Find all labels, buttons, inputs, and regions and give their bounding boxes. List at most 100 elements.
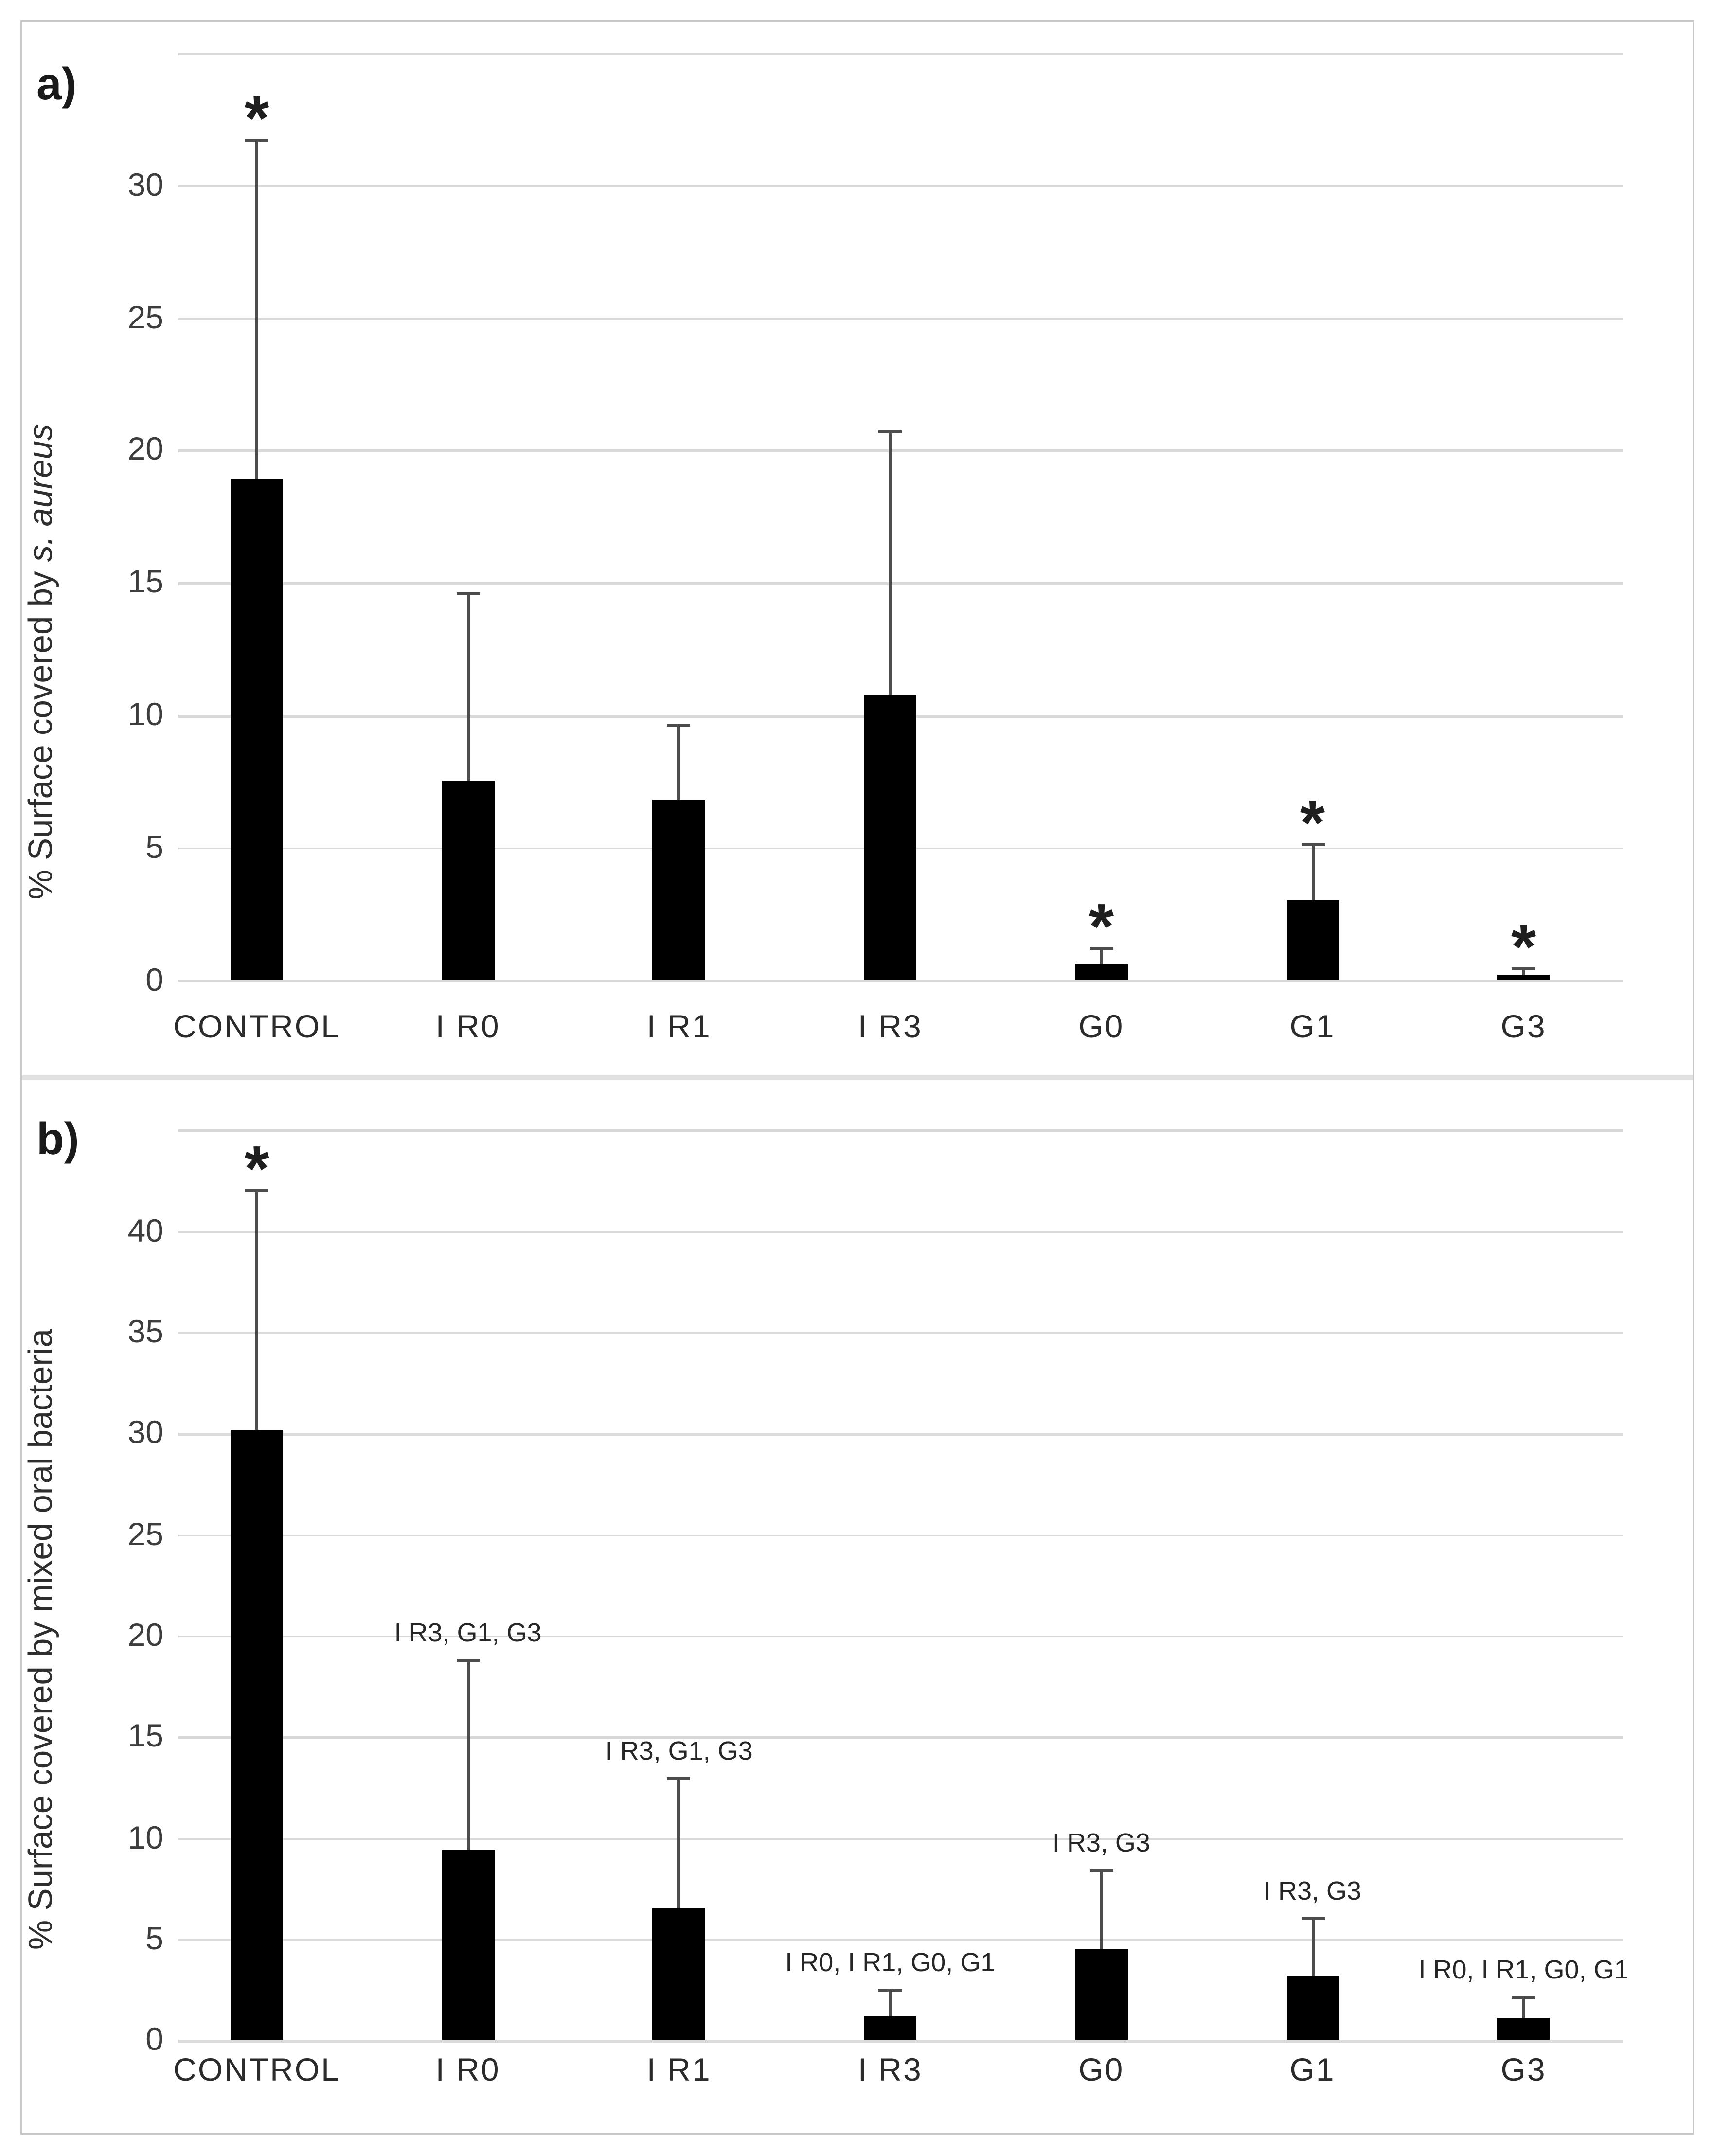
gridline bbox=[178, 1433, 1623, 1436]
error-cap bbox=[1301, 1917, 1324, 1921]
comparison-annotation: I R0, I R1, G0, G1 bbox=[785, 1947, 996, 1977]
error-cap bbox=[1089, 1869, 1113, 1872]
significance-asterisk: * bbox=[1088, 891, 1114, 963]
error-bar bbox=[889, 1989, 892, 2016]
bar bbox=[231, 479, 283, 980]
error-cap bbox=[456, 591, 480, 595]
gridline bbox=[178, 53, 1623, 55]
bar bbox=[1286, 1975, 1339, 2040]
figure-border bbox=[20, 20, 1694, 2135]
x-tick-label: I R1 bbox=[646, 1008, 712, 1045]
x-tick-label: G0 bbox=[1078, 2051, 1124, 2088]
error-bar bbox=[466, 593, 470, 782]
error-cap bbox=[667, 724, 691, 727]
y-tick-label: 10 bbox=[127, 1818, 163, 1855]
y-tick-label: 20 bbox=[127, 431, 163, 468]
error-bar bbox=[678, 1779, 681, 1909]
gridline bbox=[178, 450, 1623, 452]
error-cap bbox=[1512, 968, 1535, 971]
y-tick-label: 20 bbox=[127, 1616, 163, 1653]
error-bar bbox=[1311, 845, 1314, 901]
gridline bbox=[178, 1332, 1623, 1335]
gridline bbox=[178, 1736, 1623, 1739]
panel-b-label: b) bbox=[36, 1113, 79, 1164]
y-tick-label: 30 bbox=[127, 166, 163, 203]
y-tick-label: 5 bbox=[145, 828, 163, 865]
x-tick-label: G1 bbox=[1289, 1008, 1336, 1045]
y-tick-label: 5 bbox=[145, 1920, 163, 1957]
x-tick-label: I R0 bbox=[435, 1008, 500, 1045]
significance-asterisk: * bbox=[1300, 788, 1325, 860]
x-tick-label: G3 bbox=[1500, 2051, 1547, 2088]
bar bbox=[442, 781, 495, 980]
bar bbox=[1286, 900, 1339, 980]
bar bbox=[864, 694, 917, 980]
bar bbox=[442, 1850, 495, 2040]
gridline bbox=[178, 1635, 1623, 1638]
error-bar bbox=[1311, 1919, 1314, 1976]
bar bbox=[864, 2015, 917, 2040]
comparison-annotation: I R3, G3 bbox=[1052, 1828, 1150, 1857]
bar bbox=[1497, 975, 1550, 980]
x-tick-label: G3 bbox=[1500, 1008, 1547, 1045]
x-tick-label: I R3 bbox=[857, 2051, 923, 2088]
y-tick-label: 25 bbox=[127, 1515, 163, 1552]
panel-a-label: a) bbox=[36, 58, 77, 109]
y-tick-label: 30 bbox=[127, 1414, 163, 1451]
gridline bbox=[178, 317, 1623, 320]
gridline bbox=[178, 1939, 1623, 1942]
comparison-annotation: I R0, I R1, G0, G1 bbox=[1418, 1955, 1629, 1985]
significance-asterisk: * bbox=[1511, 912, 1536, 984]
y-tick-label: 25 bbox=[127, 298, 163, 335]
comparison-annotation: I R3, G1, G3 bbox=[394, 1617, 542, 1647]
comparison-annotation: I R3, G1, G3 bbox=[605, 1737, 753, 1766]
y-tick-label: 35 bbox=[127, 1313, 163, 1350]
bar bbox=[1497, 2018, 1550, 2040]
significance-asterisk: * bbox=[244, 83, 269, 155]
error-bar bbox=[678, 725, 681, 800]
bar bbox=[653, 800, 706, 980]
x-tick-label: G0 bbox=[1078, 1008, 1124, 1045]
x-tick-label: CONTROL bbox=[173, 1008, 340, 1045]
error-bar bbox=[1100, 1870, 1103, 1949]
gridline bbox=[178, 1129, 1623, 1132]
x-tick-label: CONTROL bbox=[173, 2051, 340, 2088]
gridline bbox=[178, 185, 1623, 187]
x-tick-label: I R0 bbox=[435, 2051, 500, 2088]
error-cap bbox=[245, 1189, 268, 1192]
y-tick-label: 0 bbox=[145, 961, 163, 998]
error-bar bbox=[255, 140, 258, 480]
y-tick-label: 0 bbox=[145, 2021, 163, 2058]
y-tick-label: 10 bbox=[127, 696, 163, 733]
y-tick-label: 15 bbox=[127, 1717, 163, 1754]
gridline bbox=[178, 2040, 1623, 2043]
error-cap bbox=[1512, 1996, 1535, 1999]
error-cap bbox=[1089, 946, 1113, 950]
x-tick-label: I R3 bbox=[857, 1008, 923, 1045]
error-bar bbox=[889, 431, 892, 694]
error-bar bbox=[255, 1190, 258, 1429]
bar bbox=[1075, 1949, 1128, 2040]
error-cap bbox=[245, 138, 268, 142]
gridline bbox=[178, 1230, 1623, 1233]
x-tick-label: I R1 bbox=[646, 2051, 712, 2088]
bar bbox=[653, 1908, 706, 2040]
error-cap bbox=[878, 1988, 902, 1991]
gridline bbox=[178, 980, 1623, 982]
panel-divider bbox=[22, 1075, 1693, 1080]
comparison-annotation: I R3, G3 bbox=[1263, 1876, 1362, 1906]
error-cap bbox=[456, 1658, 480, 1661]
y-tick-label: 15 bbox=[127, 563, 163, 600]
error-cap bbox=[878, 430, 902, 433]
y-tick-label: 40 bbox=[127, 1212, 163, 1248]
error-bar bbox=[1522, 969, 1525, 975]
error-cap bbox=[667, 1778, 691, 1781]
bar bbox=[1075, 964, 1128, 980]
significance-asterisk: * bbox=[244, 1133, 269, 1205]
gridline bbox=[178, 1534, 1623, 1537]
error-bar bbox=[1100, 948, 1103, 964]
x-tick-label: G1 bbox=[1289, 2051, 1336, 2088]
error-cap bbox=[1301, 843, 1324, 847]
